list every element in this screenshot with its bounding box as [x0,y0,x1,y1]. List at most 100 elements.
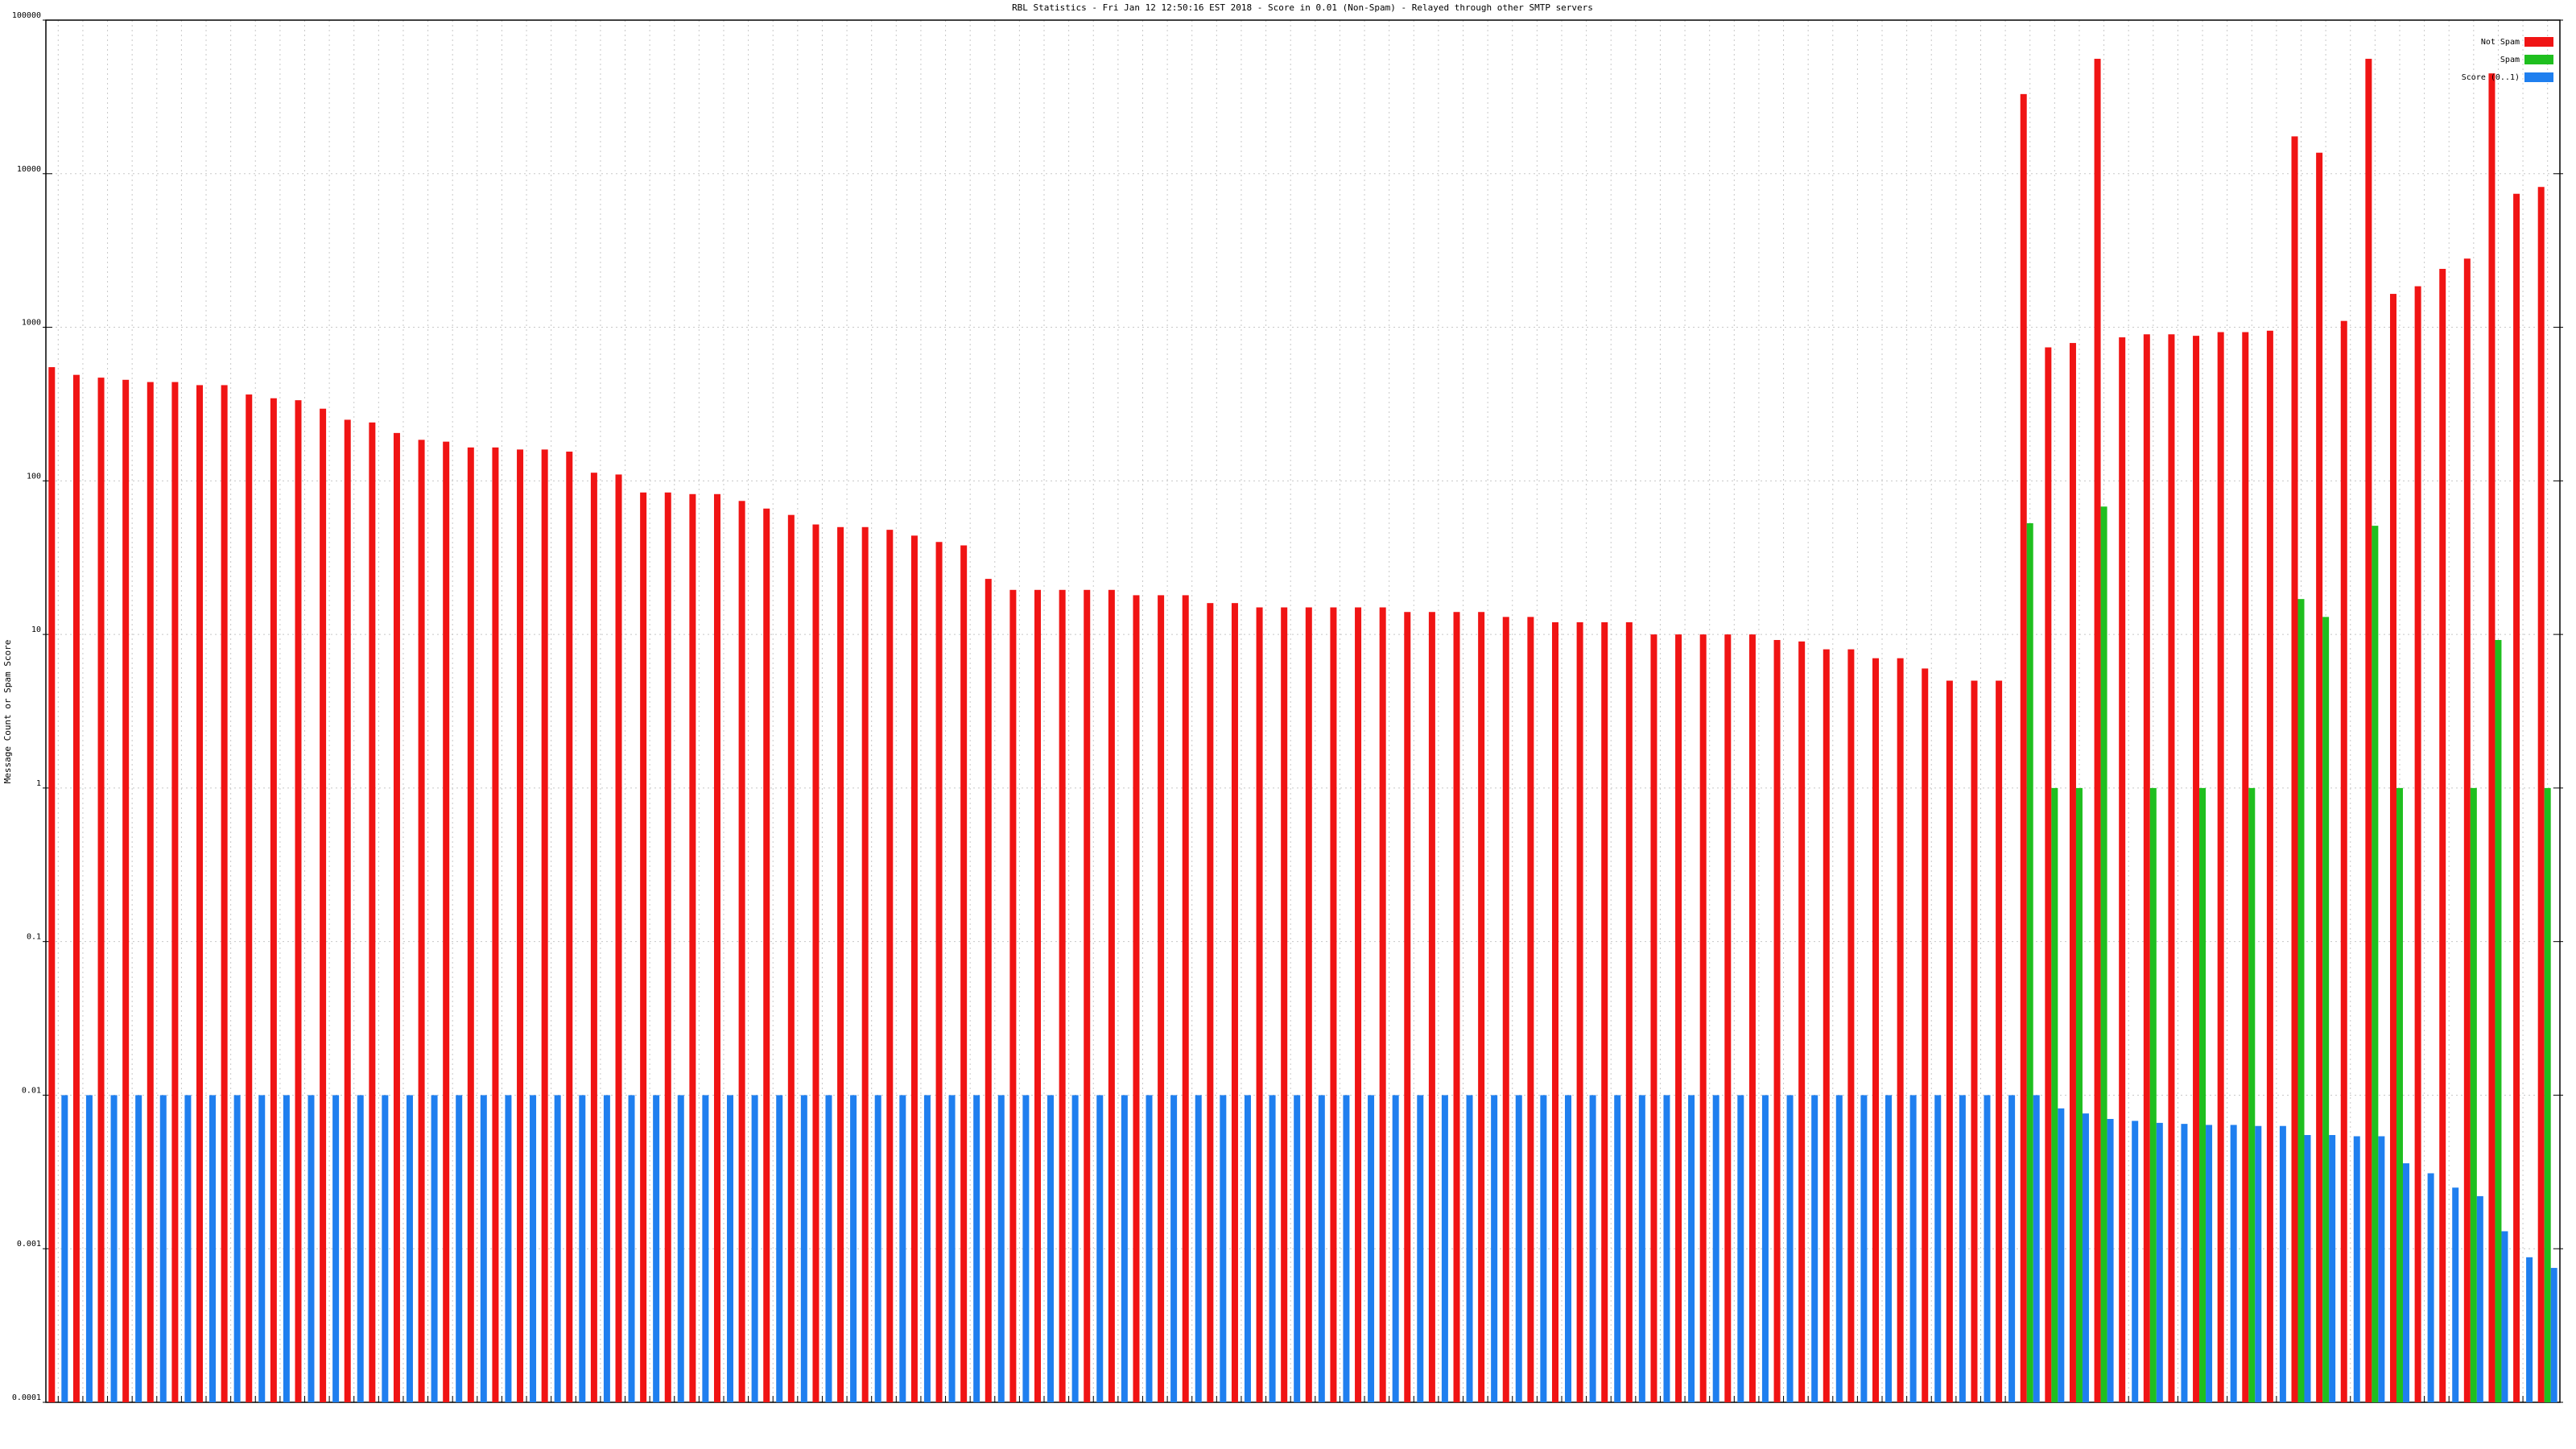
bar [751,1095,758,1402]
bar [147,382,154,1402]
bar [702,1095,709,1402]
bar [738,501,745,1402]
bar [1663,1095,1670,1402]
y-tick-label: 100000 [12,11,41,20]
bar [2544,787,2551,1402]
bar [1244,1095,1251,1402]
bar [1688,1095,1695,1402]
bar [1355,607,1362,1402]
bar [480,1095,487,1402]
bar [2389,294,2396,1402]
bar [2266,330,2273,1402]
bar [837,526,844,1402]
bar [726,1095,733,1402]
bar [135,1095,142,1402]
bar [1996,680,2003,1402]
bar [713,493,720,1402]
bar [48,367,56,1402]
bar [997,1095,1005,1402]
legend-swatch [2524,37,2553,47]
bar [677,1095,684,1402]
bar [910,535,918,1402]
bar [2181,1124,2188,1402]
bar [1034,589,1042,1402]
bar [1158,595,1165,1402]
legend-swatch [2524,72,2553,82]
bar [2513,193,2520,1402]
bar [2439,269,2446,1402]
bar [1835,1095,1843,1402]
legend-label: Spam [2500,56,2520,64]
bar [159,1095,167,1402]
bar [1527,617,1534,1402]
bar [2193,336,2200,1403]
bar [664,492,671,1402]
bar [1699,634,1707,1402]
bar [85,1095,93,1402]
bar [1761,1095,1769,1402]
bar [2058,1108,2065,1402]
bar [122,379,130,1403]
bar [233,1095,241,1402]
bar [2550,1268,2557,1402]
bar [97,378,105,1402]
bar [2008,1095,2016,1402]
bar [1737,1095,1744,1402]
bar [653,1095,660,1402]
bar [1379,607,1386,1402]
bar [1786,1095,1794,1402]
bar [1909,1095,1917,1402]
bar [960,545,968,1403]
bar [2217,332,2224,1402]
bar [2168,334,2175,1403]
bar [2340,320,2347,1403]
bar [1589,1095,1596,1402]
bar [2206,1125,2213,1402]
bar [2463,258,2471,1402]
bar [110,1095,118,1402]
bar [1417,1095,1424,1402]
bar [456,1095,463,1402]
bar [923,1095,931,1402]
bar [1108,589,1115,1402]
bar [1256,607,1263,1402]
bar [1009,589,1017,1402]
bar [2156,1122,2163,1402]
bar [1281,607,1288,1402]
bar [1478,612,1485,1402]
bar [1022,1095,1030,1402]
bar [579,1095,586,1402]
y-tick-label: 1000 [22,319,41,328]
bar [2365,59,2372,1402]
bar [850,1095,857,1402]
bar [1368,1095,1375,1402]
bar [369,422,376,1402]
bar [517,449,524,1402]
bar [209,1095,217,1402]
bar [874,1095,881,1402]
bar [1638,1095,1645,1402]
bar [2476,1195,2483,1402]
bar [246,394,253,1403]
bar [1047,1095,1055,1402]
bar [2316,152,2323,1402]
bar [1897,658,1904,1402]
bar [948,1095,956,1402]
bar [258,1095,266,1402]
bar [1625,622,1633,1402]
bar [566,452,573,1403]
bar [2329,1134,2336,1402]
bar [2378,1136,2385,1402]
bar [1502,617,1509,1402]
bar [2470,787,2477,1402]
bar [1071,1095,1079,1402]
bar [443,441,450,1402]
bar [505,1095,512,1402]
bar [2537,187,2545,1402]
bar [344,419,351,1402]
bar [332,1095,340,1402]
bar [1096,1095,1104,1402]
bar [1971,680,1978,1402]
plot-frame [45,19,2561,1403]
bar [2020,93,2027,1403]
